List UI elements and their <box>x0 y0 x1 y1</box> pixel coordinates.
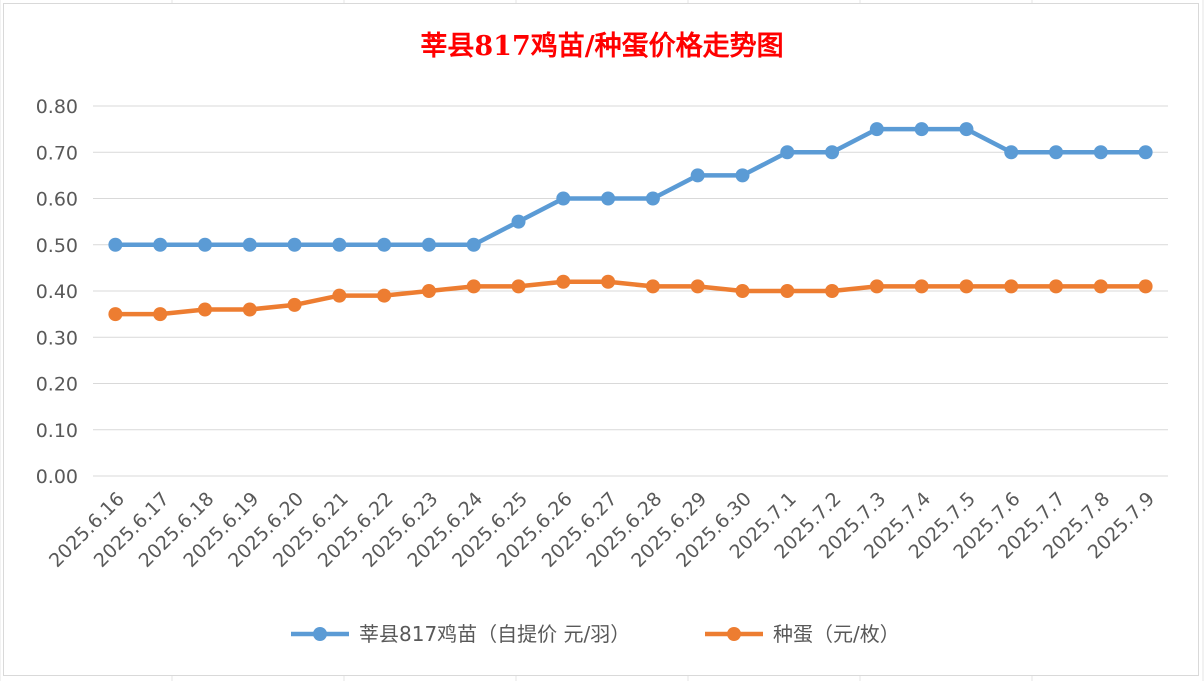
legend-swatch-marker <box>313 627 327 641</box>
data-point[interactable] <box>1138 279 1153 294</box>
legend: 莘县817鸡苗（自提价 元/羽） 种蛋（元/枚） <box>291 622 900 646</box>
data-point[interactable] <box>511 279 526 294</box>
data-point[interactable] <box>825 145 840 160</box>
data-point[interactable] <box>197 237 212 252</box>
data-point[interactable] <box>1049 279 1064 294</box>
data-point[interactable] <box>511 214 526 229</box>
data-point[interactable] <box>556 191 571 206</box>
data-point[interactable] <box>780 284 795 298</box>
y-tick-label: 0.00 <box>36 466 78 488</box>
data-point[interactable] <box>153 307 168 322</box>
data-point[interactable] <box>690 279 705 294</box>
data-point[interactable] <box>735 168 750 183</box>
legend-item-1[interactable]: 莘县817鸡苗（自提价 元/羽） <box>291 622 630 646</box>
data-point[interactable] <box>377 288 392 303</box>
data-point[interactable] <box>421 237 436 252</box>
data-point[interactable] <box>1093 279 1108 294</box>
data-point[interactable] <box>287 297 302 312</box>
data-point[interactable] <box>153 237 168 252</box>
data-point[interactable] <box>556 274 571 289</box>
chart-area[interactable] <box>3 3 1199 676</box>
data-point[interactable] <box>825 284 840 298</box>
data-point[interactable] <box>1049 145 1064 160</box>
data-point[interactable] <box>242 237 257 252</box>
series-line[interactable] <box>113 126 1148 248</box>
data-point[interactable] <box>780 145 795 160</box>
y-tick-label: 0.10 <box>36 420 78 442</box>
data-point[interactable] <box>914 279 929 294</box>
data-point[interactable] <box>601 274 616 289</box>
data-point[interactable] <box>959 279 974 294</box>
legend-swatch-marker <box>727 627 741 641</box>
data-point[interactable] <box>1093 145 1108 160</box>
data-point[interactable] <box>914 122 929 137</box>
data-point[interactable] <box>466 237 481 252</box>
y-tick-label: 0.60 <box>36 189 78 211</box>
x-axis-ticks: 2025.6.162025.6.172025.6.182025.6.192025… <box>45 488 1159 572</box>
legend-label: 种蛋（元/枚） <box>773 622 900 646</box>
data-point[interactable] <box>332 237 347 252</box>
series-line[interactable] <box>113 279 1148 317</box>
data-point[interactable] <box>959 122 974 137</box>
y-tick-label: 0.70 <box>36 142 78 164</box>
data-point[interactable] <box>869 122 884 137</box>
legend-item-2[interactable]: 种蛋（元/枚） <box>705 622 900 646</box>
data-point[interactable] <box>332 288 347 303</box>
data-point[interactable] <box>466 279 481 294</box>
y-tick-label: 0.80 <box>36 96 78 118</box>
data-point[interactable] <box>1004 145 1019 160</box>
data-point[interactable] <box>108 307 123 322</box>
y-tick-label: 0.20 <box>36 374 78 396</box>
data-point[interactable] <box>421 284 436 298</box>
chart-title: 莘县817鸡苗/种蛋价格走势图 <box>420 31 783 62</box>
series-layer <box>108 122 1153 322</box>
data-point[interactable] <box>1138 145 1153 160</box>
data-point[interactable] <box>108 237 123 252</box>
y-tick-label: 0.50 <box>36 235 78 257</box>
legend-label: 莘县817鸡苗（自提价 元/羽） <box>359 622 630 646</box>
data-point[interactable] <box>242 302 257 317</box>
series-1 <box>108 122 1153 252</box>
data-point[interactable] <box>645 191 660 206</box>
data-point[interactable] <box>690 168 705 183</box>
y-tick-label: 0.40 <box>36 281 78 303</box>
data-point[interactable] <box>197 302 212 317</box>
series-2 <box>108 274 1153 322</box>
y-axis-ticks: 0.00 0.10 0.20 0.30 0.40 0.50 0.60 0.70 0.80 <box>36 96 78 488</box>
data-point[interactable] <box>287 237 302 252</box>
data-point[interactable] <box>377 237 392 252</box>
data-point[interactable] <box>1004 279 1019 294</box>
data-point[interactable] <box>869 279 884 294</box>
data-point[interactable] <box>735 284 750 298</box>
data-point[interactable] <box>645 279 660 294</box>
data-point[interactable] <box>601 191 616 206</box>
y-tick-label: 0.30 <box>36 327 78 349</box>
